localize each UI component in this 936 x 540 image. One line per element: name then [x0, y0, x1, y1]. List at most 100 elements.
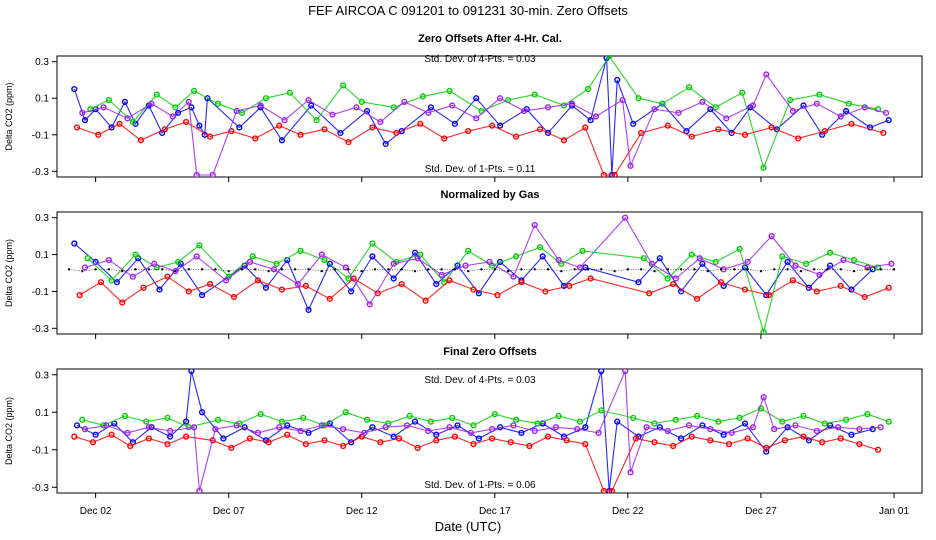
data-point: [188, 369, 195, 375]
data-point: [108, 277, 115, 284]
data-point: [454, 422, 461, 429]
data-point: [518, 429, 525, 436]
data-point: [273, 260, 280, 267]
data-point: [164, 273, 171, 280]
data-point: [837, 282, 844, 290]
data-point: [182, 433, 190, 440]
data-point: [639, 268, 643, 271]
plot-frame: [56, 55, 923, 178]
data-point: [598, 369, 605, 375]
y-tick-label: -0.1: [32, 445, 50, 456]
data-point: [300, 414, 307, 421]
data-point: [143, 418, 150, 425]
y-tick-label: 0.3: [35, 370, 49, 381]
data-point: [672, 416, 679, 423]
data-point: [733, 268, 736, 271]
data-point: [206, 280, 214, 288]
data-point: [347, 268, 350, 271]
data-point: [390, 433, 397, 440]
data-point: [622, 214, 629, 221]
data-point: [715, 126, 722, 133]
data-point: [619, 96, 626, 104]
data-point: [470, 286, 477, 293]
data-point: [238, 109, 246, 116]
panel-final-zero-offsets: Final Zero Offsets 0.3 0.1 -0.1 -0.3 Delta CO…: [4, 346, 923, 517]
data-layer: [71, 56, 892, 177]
data-point: [670, 280, 677, 288]
data-point: [113, 279, 121, 286]
data-point: [81, 269, 84, 273]
data-point: [262, 95, 270, 102]
data-point: [257, 102, 264, 109]
y-tick-label: -0.1: [32, 130, 50, 141]
data-point: [350, 275, 357, 282]
data-point: [347, 288, 355, 295]
data-point: [771, 426, 778, 433]
data-point: [531, 91, 538, 98]
data-point: [382, 424, 389, 431]
data-point: [816, 271, 823, 278]
data-point: [167, 427, 174, 435]
data-point: [414, 255, 421, 262]
data-point: [121, 98, 128, 105]
data-point: [696, 255, 703, 262]
data-point: [763, 71, 770, 78]
data-point: [786, 268, 789, 271]
data-point: [71, 433, 78, 440]
data-point: [340, 426, 347, 433]
data-point: [73, 422, 81, 429]
data-point: [361, 429, 368, 436]
data-point: [600, 171, 608, 177]
y-tick-label: 0.3: [35, 213, 49, 224]
data-point: [693, 412, 701, 420]
data-point: [773, 126, 781, 133]
data-point: [473, 115, 480, 122]
data-point: [544, 129, 552, 137]
data-point: [595, 429, 602, 436]
data-point: [427, 104, 435, 111]
data-point: [813, 288, 820, 295]
data-point: [741, 420, 749, 427]
data-point: [193, 171, 200, 177]
data-point: [127, 442, 134, 450]
data-point: [401, 98, 408, 105]
data-point: [656, 255, 663, 262]
data-point: [582, 441, 589, 448]
y-tick-label: -0.3: [32, 167, 50, 178]
data-point: [116, 120, 123, 127]
data-point: [175, 258, 182, 266]
data-point: [486, 258, 493, 266]
data-point: [345, 138, 352, 146]
data-point: [425, 427, 432, 435]
data-point: [653, 269, 656, 273]
data-point: [664, 275, 671, 282]
data-point: [566, 282, 573, 290]
series-line: [90, 56, 879, 170]
data-point: [246, 258, 254, 266]
data-point: [749, 102, 757, 109]
data-point: [712, 258, 719, 266]
y-tick-label: 0.1: [35, 94, 49, 105]
data-point: [520, 107, 528, 115]
data-point: [760, 394, 767, 401]
data-point: [563, 437, 570, 444]
data-point: [71, 240, 78, 247]
data-point: [363, 416, 371, 423]
data-point: [156, 286, 163, 293]
data-point: [699, 98, 706, 105]
data-point: [196, 122, 203, 129]
data-point: [358, 98, 365, 105]
data-point: [278, 137, 286, 144]
data-point: [284, 422, 291, 429]
data-point: [512, 133, 520, 140]
data-point: [465, 247, 472, 254]
data-point: [414, 444, 421, 451]
data-point: [651, 420, 658, 427]
data-point: [97, 279, 105, 286]
data-point: [161, 126, 168, 133]
data-point: [320, 269, 324, 273]
data-point: [134, 268, 137, 271]
data-point: [510, 273, 517, 280]
data-point: [321, 126, 328, 133]
data-point: [451, 433, 458, 440]
